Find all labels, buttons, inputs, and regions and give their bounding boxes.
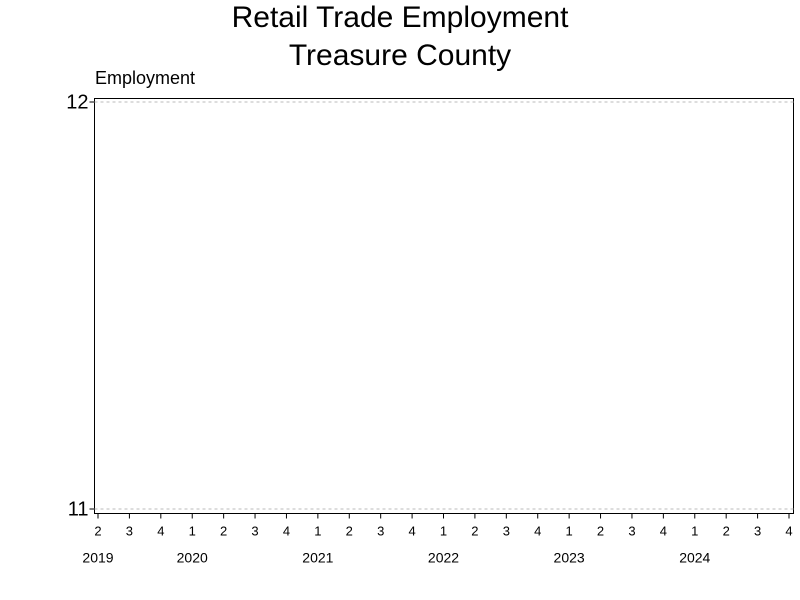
- x-tick-label: 2: [220, 523, 227, 538]
- x-group-label: 2022: [428, 550, 459, 566]
- y-tick-label: 12: [66, 91, 88, 113]
- x-tick-label: 2: [471, 523, 478, 538]
- x-tick-label: 3: [126, 523, 133, 538]
- x-tick-label: 1: [440, 523, 447, 538]
- x-group-label: 2019: [82, 550, 113, 566]
- x-group-label: 2023: [554, 550, 585, 566]
- x-tick-label: 2: [94, 523, 101, 538]
- chart-title: Retail Trade Employment: [232, 1, 569, 34]
- x-tick-label: 4: [408, 523, 415, 538]
- x-tick-label: 4: [785, 523, 792, 538]
- x-tick-label: 4: [534, 523, 541, 538]
- chart-subtitle: Treasure County: [289, 39, 511, 72]
- x-tick-label: 1: [314, 523, 321, 538]
- x-tick-label: 1: [189, 523, 196, 538]
- x-tick-label: 1: [691, 523, 698, 538]
- x-group-label: 2020: [177, 550, 208, 566]
- x-tick-label: 3: [377, 523, 384, 538]
- x-tick-label: 2: [723, 523, 730, 538]
- x-tick-label: 2: [597, 523, 604, 538]
- x-tick-label: 3: [251, 523, 258, 538]
- x-tick-label: 2: [346, 523, 353, 538]
- x-tick-label: 3: [754, 523, 761, 538]
- x-tick-label: 4: [283, 523, 290, 538]
- x-tick-label: 3: [628, 523, 635, 538]
- x-tick-label: 1: [566, 523, 573, 538]
- x-group-label: 2024: [679, 550, 710, 566]
- y-axis-label: Employment: [95, 68, 195, 88]
- x-group-label: 2021: [302, 550, 333, 566]
- x-tick-label: 4: [157, 523, 164, 538]
- y-tick-label: 11: [68, 498, 89, 520]
- x-tick-label: 3: [503, 523, 510, 538]
- x-tick-label: 4: [660, 523, 667, 538]
